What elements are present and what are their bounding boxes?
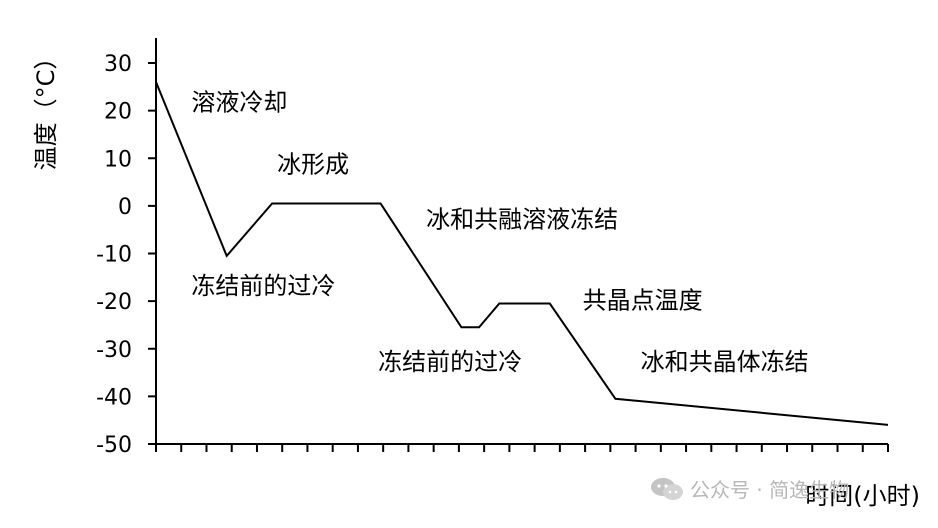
annotation-label: 共晶点温度 [583, 286, 703, 314]
y-tick-label: 10 [104, 147, 132, 172]
y-ticks: 30 20 10 0 -10 -20 -30 -40 -50 [96, 52, 156, 458]
annotation-label: 冻结前的过冷 [378, 348, 522, 376]
y-tick-label: -30 [96, 338, 132, 363]
watermark-text: 公众号 · 简逸生物 [690, 478, 850, 502]
annotation-label: 溶液冷却 [191, 89, 287, 117]
temperature-curve [155, 81, 889, 426]
wechat-icon [651, 477, 683, 500]
y-tick-label: 0 [118, 195, 132, 220]
watermark: 公众号 · 简逸生物 [650, 474, 849, 503]
y-axis-label: 温度（°C） [32, 46, 60, 171]
y-tick-label: 20 [104, 100, 132, 125]
y-tick-label: -40 [96, 385, 132, 410]
x-ticks [155, 444, 889, 452]
y-tick-label: -20 [96, 290, 132, 315]
x-axis-label: 时间(小时) [805, 482, 920, 510]
y-tick-label: -50 [96, 433, 132, 458]
y-tick-label: -10 [96, 243, 132, 268]
axes [155, 38, 888, 445]
y-tick-label: 30 [104, 52, 132, 77]
annotation-label: 冰形成 [277, 151, 349, 179]
annotation-label: 冻结前的过冷 [191, 272, 335, 300]
annotation-label: 冰和共晶体冻结 [641, 348, 809, 376]
annotation-label: 冰和共融溶液冻结 [426, 205, 618, 233]
